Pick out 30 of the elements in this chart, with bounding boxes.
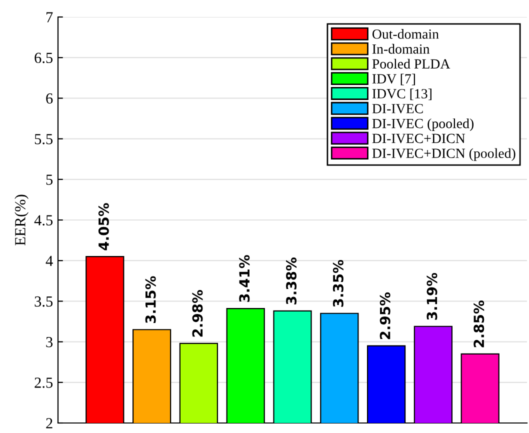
data-label: 3.38% bbox=[286, 258, 297, 304]
data-label: 2.85% bbox=[474, 300, 484, 348]
y-tick-label: 5 bbox=[46, 174, 53, 185]
legend-label: DI-IVEC bbox=[372, 104, 423, 114]
legend-label: DI-IVEC (pooled) bbox=[372, 118, 474, 132]
y-tick-label: 3.5 bbox=[34, 296, 53, 307]
y-tick-label: 4 bbox=[46, 256, 53, 266]
y-tick-label: 2 bbox=[46, 418, 52, 428]
y-tick-label: 2.5 bbox=[34, 378, 53, 388]
data-label: 3.35% bbox=[332, 260, 344, 307]
y-axis-title: EER(%) bbox=[14, 194, 28, 246]
data-label: 3.41% bbox=[239, 255, 250, 302]
y-tick-label: 7 bbox=[46, 12, 53, 22]
y-tick-label: 5.5 bbox=[34, 134, 53, 144]
y-tick-label: 6.5 bbox=[34, 52, 53, 64]
legend-label: Out-domain bbox=[372, 29, 439, 39]
data-label: 3.19% bbox=[426, 272, 438, 320]
data-label: 3.15% bbox=[145, 276, 156, 324]
y-tick-label: 4.5 bbox=[34, 215, 53, 226]
legend-label: DI-IVEC+DICN (pooled) bbox=[372, 148, 516, 161]
y-tick-label: 6 bbox=[46, 93, 53, 104]
legend-label: IDVC [13] bbox=[372, 88, 432, 100]
legend-label: DI-IVEC+DICN bbox=[372, 134, 466, 144]
data-label: 4.05% bbox=[98, 203, 109, 250]
y-tick-label: 3 bbox=[46, 336, 53, 348]
data-label: 2.95% bbox=[380, 292, 390, 340]
legend-label: IDV [7] bbox=[372, 74, 415, 86]
legend-label: Pooled PLDA bbox=[372, 58, 450, 69]
legend-label: In-domain bbox=[372, 44, 430, 54]
data-label: 2.98% bbox=[192, 290, 203, 337]
